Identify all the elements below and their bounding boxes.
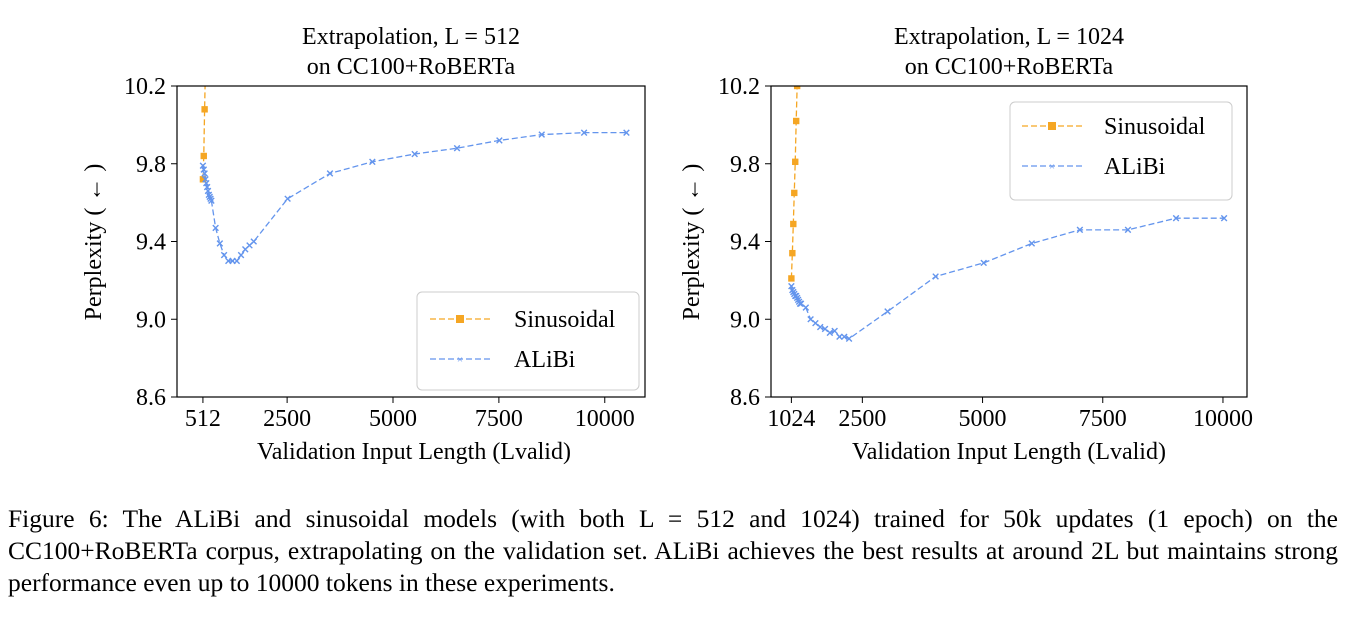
data-point-alibi xyxy=(836,333,843,341)
chart-left-title-line2: on CC100+RoBERTa xyxy=(307,54,516,80)
data-point-alibi xyxy=(233,257,241,265)
chart-left-xlabel: Validation Input Length (Lvalid) xyxy=(257,439,571,465)
data-point-sinusoidal xyxy=(201,106,208,113)
x-tick-label: 10000 xyxy=(575,406,635,432)
y-tick-label: 8.6 xyxy=(136,385,166,411)
x-tick-label: 2500 xyxy=(838,406,886,432)
figure-caption: Figure 6: The ALiBi and sinusoidal model… xyxy=(8,504,1338,597)
data-point-sinusoidal xyxy=(199,176,207,183)
data-point-alibi xyxy=(932,273,939,280)
data-point-alibi xyxy=(1220,214,1228,222)
series-line-sinusoidal xyxy=(202,86,206,180)
y-tick-label: 10.2 xyxy=(718,74,760,100)
data-point-alibi xyxy=(623,129,630,136)
data-point-alibi xyxy=(1172,214,1180,222)
data-point-alibi xyxy=(840,333,848,341)
legend-label-sinusoidal: Sinusoidal xyxy=(514,307,616,333)
x-tick-label: 5000 xyxy=(959,406,1007,432)
data-point-alibi xyxy=(216,240,224,247)
chart-right-title-line2: on CC100+RoBERTa xyxy=(905,54,1114,80)
data-point-sinusoidal xyxy=(793,86,801,90)
data-point-alibi xyxy=(1076,226,1084,234)
data-point-alibi xyxy=(831,327,838,335)
data-point-alibi xyxy=(250,238,258,245)
data-point-sinusoidal xyxy=(788,275,795,282)
data-point-sinusoidal xyxy=(200,152,207,160)
data-point-alibi xyxy=(201,170,208,177)
data-point-alibi xyxy=(538,131,546,138)
x-tick-label: 7500 xyxy=(1079,406,1127,432)
x-tick-label: 512 xyxy=(185,406,221,432)
legend-marker-alibi: × xyxy=(457,354,463,366)
y-tick-label: 8.6 xyxy=(730,385,760,411)
data-point-alibi xyxy=(802,304,810,311)
data-point-alibi xyxy=(816,323,824,331)
chart-left-title-line1: Extrapolation, L = 512 xyxy=(302,24,520,50)
data-point-sinusoidal xyxy=(792,158,799,166)
data-point-alibi xyxy=(1124,226,1132,234)
data-point-sinusoidal xyxy=(790,220,797,228)
y-tick-label: 9.8 xyxy=(730,152,760,178)
data-point-alibi xyxy=(212,224,219,232)
data-point-alibi xyxy=(980,259,988,267)
y-tick-label: 9.4 xyxy=(730,230,760,256)
x-tick-label: 2500 xyxy=(263,406,311,432)
legend-label-alibi: ALiBi xyxy=(514,347,576,373)
data-point-sinusoidal xyxy=(789,249,796,257)
x-tick-label: 7500 xyxy=(475,406,523,432)
x-tick-label: 5000 xyxy=(369,406,417,432)
data-point-alibi xyxy=(208,197,215,204)
figure: Extrapolation, L = 512 on CC100+RoBERTa … xyxy=(81,24,1253,465)
data-point-sinusoidal xyxy=(792,117,800,125)
y-tick-label: 9.0 xyxy=(730,307,760,333)
chart-left-ylabel: Perplexity ( ← ) xyxy=(81,164,107,321)
data-point-alibi xyxy=(826,329,834,337)
data-point-alibi xyxy=(284,195,291,203)
chart-right-ylabel: Perplexity ( ← ) xyxy=(679,164,705,321)
data-point-alibi xyxy=(453,144,461,152)
data-point-alibi xyxy=(369,158,376,166)
data-point-sinusoidal xyxy=(202,63,208,69)
chart-left-legend: Sinusoidal × ALiBi xyxy=(416,291,640,391)
data-point-sinusoidal xyxy=(795,63,801,69)
series-line-alibi xyxy=(202,131,627,262)
series-line-alibi xyxy=(790,217,1225,340)
x-tick-label: 10000 xyxy=(1193,406,1253,432)
data-point-alibi xyxy=(580,129,588,136)
data-point-alibi xyxy=(237,251,245,259)
y-tick-label: 10.2 xyxy=(124,74,166,100)
chart-left: Extrapolation, L = 512 on CC100+RoBERTa … xyxy=(81,24,646,465)
data-point-alibi xyxy=(496,137,503,144)
data-point-alibi xyxy=(411,150,418,158)
data-point-alibi xyxy=(326,170,334,177)
legend-marker-sinusoidal xyxy=(456,315,464,323)
y-tick-label: 9.4 xyxy=(136,230,166,256)
chart-right-xlabel: Validation Input Length (Lvalid) xyxy=(852,439,1166,465)
chart-right-title-line1: Extrapolation, L = 1024 xyxy=(894,24,1124,50)
data-point-sinusoidal xyxy=(791,189,798,197)
data-point-alibi xyxy=(884,308,891,315)
series-line-sinusoidal xyxy=(790,86,798,279)
y-tick-label: 9.0 xyxy=(136,307,166,333)
data-point-alibi xyxy=(1028,240,1036,247)
y-tick-label: 9.8 xyxy=(136,152,166,178)
legend-label-sinusoidal: Sinusoidal xyxy=(1104,114,1206,140)
chart-right-legend: Sinusoidal × ALiBi xyxy=(1009,101,1233,201)
legend-label-alibi: ALiBi xyxy=(1104,154,1166,180)
data-point-alibi xyxy=(845,335,853,342)
chart-right: Extrapolation, L = 1024 on CC100+RoBERTa… xyxy=(679,24,1253,465)
data-point-alibi xyxy=(220,251,228,259)
x-tick-label: 1024 xyxy=(767,406,815,432)
legend-marker-alibi: × xyxy=(1049,161,1055,173)
legend-marker-sinusoidal xyxy=(1048,122,1056,130)
